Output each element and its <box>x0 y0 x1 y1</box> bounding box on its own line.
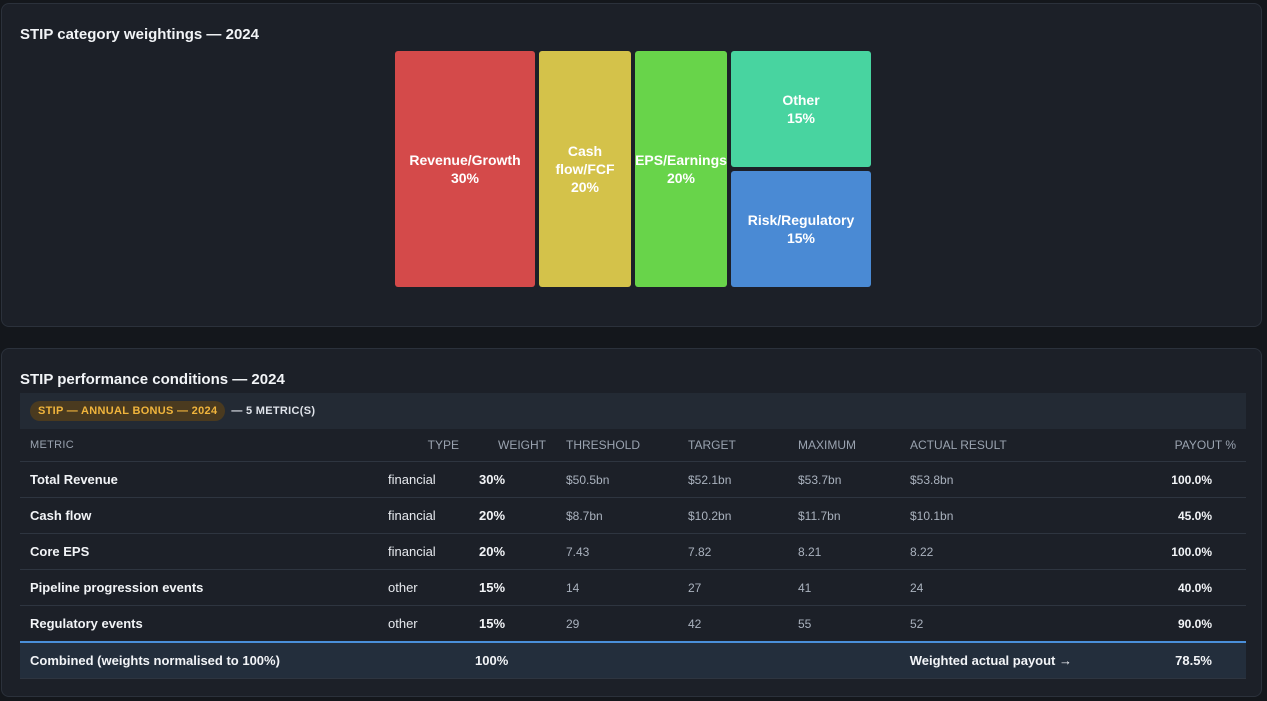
cell-type: other <box>378 605 469 643</box>
cell-target: 7.82 <box>678 533 788 570</box>
tile-value: 15% <box>786 230 816 246</box>
total-row: Combined (weights normalised to 100%) 10… <box>20 641 1246 679</box>
table-row: Regulatory events other 15% 29 42 55 52 … <box>20 605 1246 643</box>
cell-weight: 20% <box>469 497 556 534</box>
cell-maximum: $11.7bn <box>788 497 900 534</box>
cell-threshold: 14 <box>556 569 678 606</box>
cell-metric: Cash flow <box>20 497 378 534</box>
cell-weight: 20% <box>469 533 556 570</box>
tile-label: Risk/Regulatory <box>747 212 855 228</box>
cell-maximum: $53.7bn <box>788 461 900 498</box>
table-row: Total Revenue financial 30% $50.5bn $52.… <box>20 461 1246 498</box>
tile-label: Revenue/Growth <box>409 152 521 168</box>
table-row: Core EPS financial 20% 7.43 7.82 8.21 8.… <box>20 533 1246 570</box>
cell-target: $52.1bn <box>678 461 788 498</box>
cell-target: $10.2bn <box>678 497 788 534</box>
cell-metric: Regulatory events <box>20 605 378 643</box>
weighted-payout-label: Weighted actual payout → <box>556 641 1112 679</box>
cell-actual: 52 <box>900 605 1112 643</box>
plan-banner: STIP — ANNUAL BONUS — 2024 — 5 METRIC(S) <box>20 393 1246 429</box>
tile-value: 20% <box>666 170 696 186</box>
cell-payout: 40.0% <box>1112 569 1246 606</box>
treemap-tile-risk-regulatory[interactable]: Risk/Regulatory 15% <box>731 171 871 287</box>
weighted-payout-value: 78.5% <box>1112 641 1246 679</box>
header-threshold[interactable]: THRESHOLD <box>556 429 678 462</box>
treemap-tile-other[interactable]: Other 15% <box>731 51 871 167</box>
treemap-tile-eps-earnings[interactable]: EPS/Earnings 20% <box>635 51 727 287</box>
cell-actual: $53.8bn <box>900 461 1112 498</box>
tile-label: Cash flow/FCF <box>555 143 615 177</box>
header-weight[interactable]: WEIGHT <box>469 429 556 462</box>
treemap-tile-cash-flow[interactable]: Cash flow/FCF 20% <box>539 51 631 287</box>
tile-value: 15% <box>786 110 816 126</box>
cell-payout: 100.0% <box>1112 533 1246 570</box>
cell-threshold: $50.5bn <box>556 461 678 498</box>
cell-payout: 100.0% <box>1112 461 1246 498</box>
treemap-tile-revenue-growth[interactable]: Revenue/Growth 30% <box>395 51 535 287</box>
metric-count: — 5 METRIC(S) <box>231 405 316 417</box>
header-actual-result[interactable]: ACTUAL RESULT <box>900 429 1112 462</box>
performance-conditions-panel: STIP performance conditions — 2024 STIP … <box>1 348 1262 697</box>
tile-label: Other <box>782 92 820 108</box>
cell-metric: Pipeline progression events <box>20 569 378 606</box>
cell-actual: 24 <box>900 569 1112 606</box>
cell-maximum: 41 <box>788 569 900 606</box>
cell-payout: 45.0% <box>1112 497 1246 534</box>
cell-type: other <box>378 569 469 606</box>
header-target[interactable]: TARGET <box>678 429 788 462</box>
table-row: Cash flow financial 20% $8.7bn $10.2bn $… <box>20 497 1246 534</box>
cell-metric: Core EPS <box>20 533 378 570</box>
cell-type: financial <box>378 497 469 534</box>
conditions-table: METRIC TYPE WEIGHT THRESHOLD TARGET MAXI… <box>20 429 1246 679</box>
plan-badge: STIP — ANNUAL BONUS — 2024 <box>30 401 226 421</box>
table-row: Pipeline progression events other 15% 14… <box>20 569 1246 606</box>
cell-actual: $10.1bn <box>900 497 1112 534</box>
cell-target: 42 <box>678 605 788 643</box>
panel-title: STIP performance conditions — 2024 <box>20 371 285 388</box>
cell-threshold: $8.7bn <box>556 497 678 534</box>
cell-maximum: 55 <box>788 605 900 643</box>
cell-type: financial <box>378 533 469 570</box>
category-weightings-panel: STIP category weightings — 2024 Revenue/… <box>1 3 1262 327</box>
panel-title: STIP category weightings — 2024 <box>20 26 259 43</box>
cell-target: 27 <box>678 569 788 606</box>
total-label: Combined (weights normalised to 100%) <box>20 641 469 679</box>
cell-actual: 8.22 <box>900 533 1112 570</box>
tile-label: EPS/Earnings <box>635 152 727 168</box>
tile-value: 30% <box>450 170 480 186</box>
cell-maximum: 8.21 <box>788 533 900 570</box>
cell-metric: Total Revenue <box>20 461 378 498</box>
table-header-row: METRIC TYPE WEIGHT THRESHOLD TARGET MAXI… <box>20 429 1246 462</box>
tile-value: 20% <box>570 179 600 195</box>
cell-threshold: 29 <box>556 605 678 643</box>
header-metric[interactable]: METRIC <box>20 429 378 462</box>
header-type[interactable]: TYPE <box>378 429 469 462</box>
cell-weight: 15% <box>469 605 556 643</box>
total-weight: 100% <box>469 641 556 679</box>
cell-type: financial <box>378 461 469 498</box>
header-payout[interactable]: PAYOUT % <box>1112 429 1246 462</box>
cell-weight: 30% <box>469 461 556 498</box>
cell-threshold: 7.43 <box>556 533 678 570</box>
cell-payout: 90.0% <box>1112 605 1246 643</box>
header-maximum[interactable]: MAXIMUM <box>788 429 900 462</box>
cell-weight: 15% <box>469 569 556 606</box>
